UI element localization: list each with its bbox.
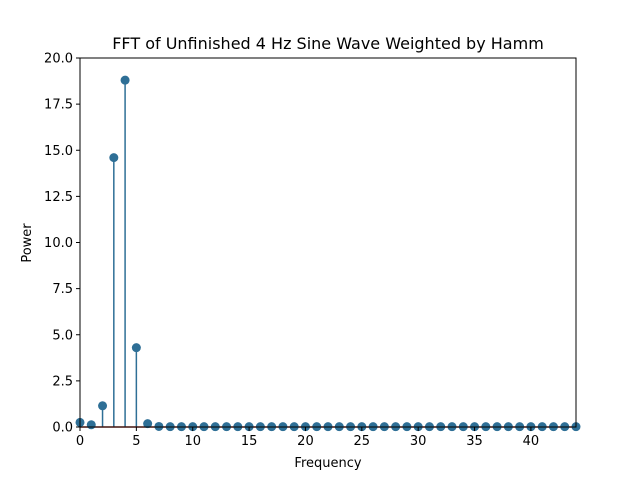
y-tick-label: 0.0 <box>52 421 73 436</box>
y-tick-label: 10.0 <box>44 236 73 251</box>
x-tick-label: 25 <box>354 434 371 449</box>
y-tick-label: 5.0 <box>52 328 73 343</box>
chart-title: FFT of Unfinished 4 Hz Sine Wave Weighte… <box>112 34 544 53</box>
stem-marker <box>120 75 130 85</box>
stem-marker <box>154 421 164 431</box>
x-tick-label: 5 <box>132 434 140 449</box>
x-tick-label: 15 <box>241 434 258 449</box>
stem-marker <box>131 343 141 353</box>
x-tick-label: 0 <box>76 434 84 449</box>
plot-area: 0 5 10 15 20 25 30 35 40 0.0 2.5 5.0 7.5 10.0 12.5 15.0… <box>44 52 581 449</box>
y-tick-label: 2.5 <box>52 374 73 389</box>
x-tick-label: 35 <box>466 434 483 449</box>
x-tick-label: 20 <box>297 434 314 449</box>
stem-marker <box>109 153 119 163</box>
x-axis-label: Frequency <box>294 456 361 471</box>
x-tick-label: 10 <box>184 434 201 449</box>
stem-marker <box>98 401 108 411</box>
y-tick-label: 17.5 <box>44 98 73 113</box>
axes-frame <box>79 57 577 428</box>
y-tick-label: 20.0 <box>44 52 73 67</box>
x-tick-label: 40 <box>523 434 540 449</box>
y-axis-label: Power <box>20 223 35 263</box>
x-tick-label: 30 <box>410 434 427 449</box>
y-tick-label: 7.5 <box>52 282 73 297</box>
stem-marker <box>143 419 153 429</box>
y-tick-label: 15.0 <box>44 144 73 159</box>
y-tick-label: 12.5 <box>44 190 73 205</box>
stem-marker <box>86 420 96 430</box>
